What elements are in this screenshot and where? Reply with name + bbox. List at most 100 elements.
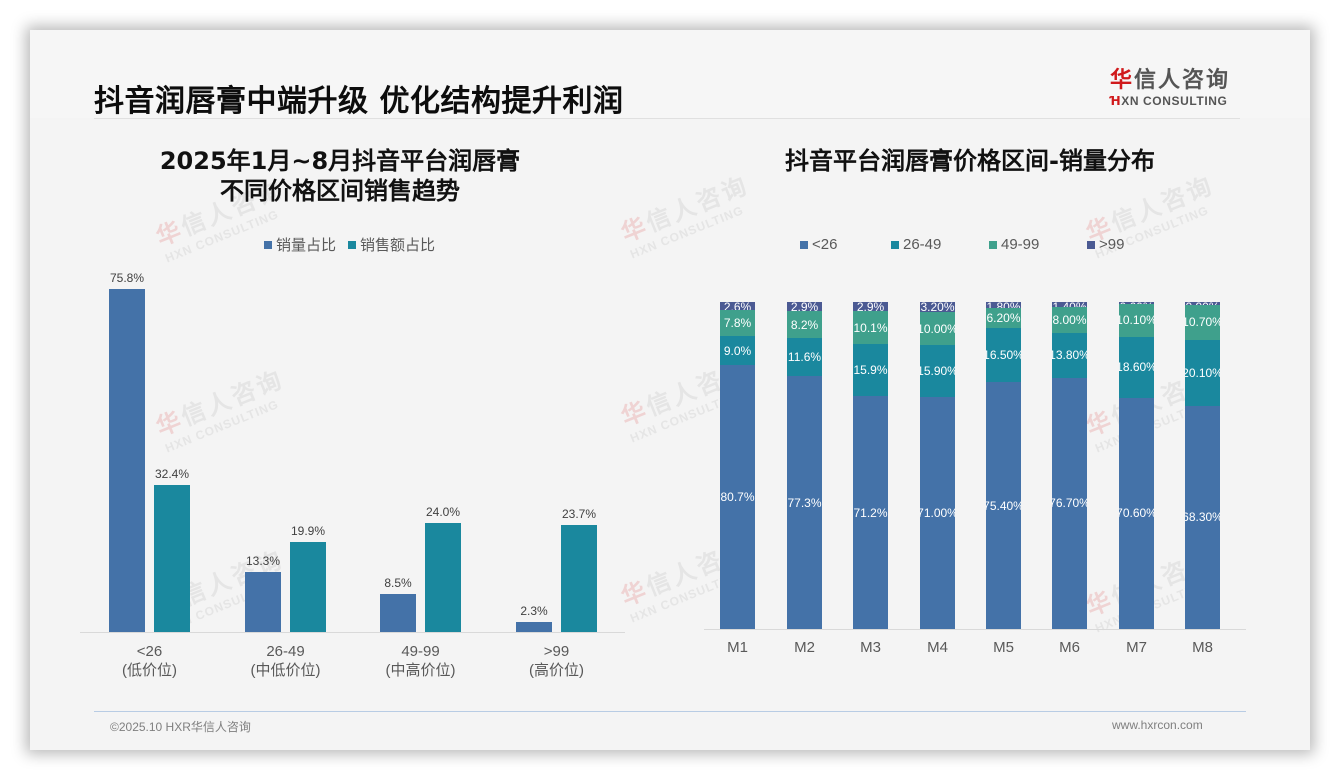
category-tier: (高价位): [529, 662, 584, 679]
segment-value-label: 77.3%: [787, 495, 822, 510]
legend-swatch-26-49: [891, 240, 899, 249]
bar-value-label: 8.5%: [384, 575, 412, 590]
category-tier: (低价位): [122, 662, 177, 679]
bar-sales-amount: [290, 541, 326, 632]
legend-label: 49-99: [1001, 236, 1040, 253]
segment-value-label: 10.00%: [920, 321, 955, 336]
bar-segment-49-99: 8.00%: [1052, 306, 1087, 333]
segment-value-label: 13.80%: [1052, 348, 1087, 363]
segment-value-label: 75.40%: [986, 498, 1021, 513]
x-axis-category-label: <26 (低价位): [90, 642, 210, 680]
segment-value-label: 8.00%: [1052, 312, 1087, 327]
watermark-cn: 华信人咨询: [150, 359, 288, 442]
watermark-cn-rest: 信人咨询: [1107, 170, 1218, 238]
watermark-cn-red: 华: [617, 211, 653, 248]
segment-value-label: 11.6%: [787, 350, 822, 365]
segment-value-label: 16.50%: [986, 348, 1021, 363]
watermark-cn-red: 华: [617, 575, 653, 612]
bar-segment-lt26: 70.60%: [1119, 397, 1154, 629]
legend-item-26-49: 26-49: [891, 236, 989, 253]
segment-value-label: 2.9%: [790, 302, 819, 312]
category-range: <26: [136, 643, 163, 660]
segment-value-label: 71.00%: [920, 506, 955, 521]
segment-value-label: 71.2%: [853, 505, 888, 520]
legend-item-sales-volume: 销量占比: [264, 234, 336, 255]
bar-segment-gt99: 0.60%: [1119, 302, 1154, 304]
page-title: 抖音润唇膏中端升级 优化结构提升利润: [94, 84, 624, 119]
left-chart-title: 2025年1月~8月抖音平台润唇膏 不同价格区间销售趋势: [90, 146, 590, 206]
x-axis-category-label: 26-49 (中低价位): [226, 642, 346, 680]
segment-value-label: 1.80%: [986, 302, 1021, 308]
segment-value-label: 76.70%: [1052, 496, 1087, 511]
category-range: 49-99: [401, 643, 440, 660]
category-range: >99: [543, 643, 570, 660]
bar-segment-gt99: 2.9%: [787, 302, 822, 312]
title-divider: [94, 118, 1240, 119]
legend-swatch-49-99: [989, 240, 997, 249]
header-band: [30, 30, 1310, 118]
segment-value-label: 10.70%: [1185, 315, 1220, 330]
bar-segment-49-99: 10.70%: [1185, 304, 1220, 340]
watermark-cn: 华信人咨询: [615, 165, 753, 248]
x-axis-category-label: 49-99 (中高价位): [361, 642, 481, 680]
legend-swatch-lt26: [800, 240, 808, 249]
bar-segment-gt99: 1.40%: [1052, 302, 1087, 307]
watermark-cn-red: 华: [152, 405, 188, 442]
bar-segment-26-49: 15.9%: [853, 344, 888, 397]
bar-value-label: 24.0%: [425, 505, 461, 520]
bar-segment-lt26: 71.00%: [920, 397, 955, 629]
x-axis-category-label: >99 (高价位): [497, 642, 617, 680]
logo-en: ꞪXN CONSULTING: [1110, 94, 1250, 108]
category-tier: (中高价位): [385, 662, 456, 679]
logo-cn: 华信人咨询: [1110, 62, 1250, 94]
x-axis-month-label: M8: [1192, 639, 1213, 656]
segment-value-label: 68.30%: [1185, 510, 1220, 525]
category-range: 26-49: [266, 643, 305, 660]
segment-value-label: 20.10%: [1185, 365, 1220, 380]
x-axis-month-label: M1: [727, 639, 748, 656]
segment-value-label: 0.60%: [1119, 302, 1154, 304]
bar-segment-49-99: 6.20%: [986, 307, 1021, 329]
bar-segment-gt99: 1.80%: [986, 302, 1021, 308]
bar-value-label: 32.4%: [154, 467, 190, 482]
bar-sales-volume: [516, 621, 552, 632]
logo-cn-rest: 信人咨询: [1134, 68, 1231, 93]
bar-segment-gt99: 2.9%: [853, 302, 888, 312]
legend-label: 26-49: [903, 236, 942, 253]
bar-segment-lt26: 77.3%: [787, 376, 822, 629]
bar-segment-26-49: 11.6%: [787, 338, 822, 377]
segment-value-label: 80.7%: [720, 490, 755, 505]
watermark-cn-rest: 信人咨询: [177, 364, 288, 432]
segment-value-label: 70.60%: [1119, 506, 1154, 521]
bar-segment-lt26: 75.40%: [986, 382, 1021, 629]
legend-label: 销量占比: [276, 237, 337, 254]
segment-value-label: 2.9%: [856, 302, 885, 312]
right-chart-legend: <26 26-49 49-99 >99: [800, 236, 1124, 253]
segment-value-label: 10.1%: [853, 320, 888, 335]
bar-value-label: 2.3%: [520, 603, 548, 618]
segment-value-label: 6.20%: [986, 311, 1021, 326]
bar-segment-49-99: 10.1%: [853, 311, 888, 345]
bar-value-label: 75.8%: [109, 271, 145, 285]
bar-segment-lt26: 71.2%: [853, 396, 888, 629]
legend-item-49-99: 49-99: [989, 236, 1087, 253]
legend-label: >99: [1099, 236, 1125, 253]
slide: 抖音润唇膏中端升级 优化结构提升利润 华信人咨询 ꞪXN CONSULTING …: [30, 30, 1310, 750]
footer-copyright: ©2025.10 HXR华信人咨询: [110, 720, 251, 734]
left-chart-title-line2: 不同价格区间销售趋势: [220, 177, 460, 205]
bar-segment-26-49: 9.0%: [720, 335, 755, 366]
bar-segment-26-49: 16.50%: [986, 328, 1021, 383]
legend-label: <26: [812, 236, 838, 253]
legend-item-gt99: >99: [1087, 236, 1124, 253]
logo-en-mark: Ɦ: [1110, 94, 1122, 108]
bar-segment-lt26: 80.7%: [720, 365, 755, 629]
bar-sales-amount: [154, 485, 190, 632]
footer-divider: [94, 711, 1246, 712]
legend-label: 销售额占比: [360, 237, 436, 254]
bar-segment-26-49: 13.80%: [1052, 332, 1087, 378]
watermark-cn-red: 华: [152, 215, 188, 252]
company-logo: 华信人咨询 ꞪXN CONSULTING: [1110, 62, 1250, 108]
segment-value-label: 15.9%: [853, 363, 888, 378]
